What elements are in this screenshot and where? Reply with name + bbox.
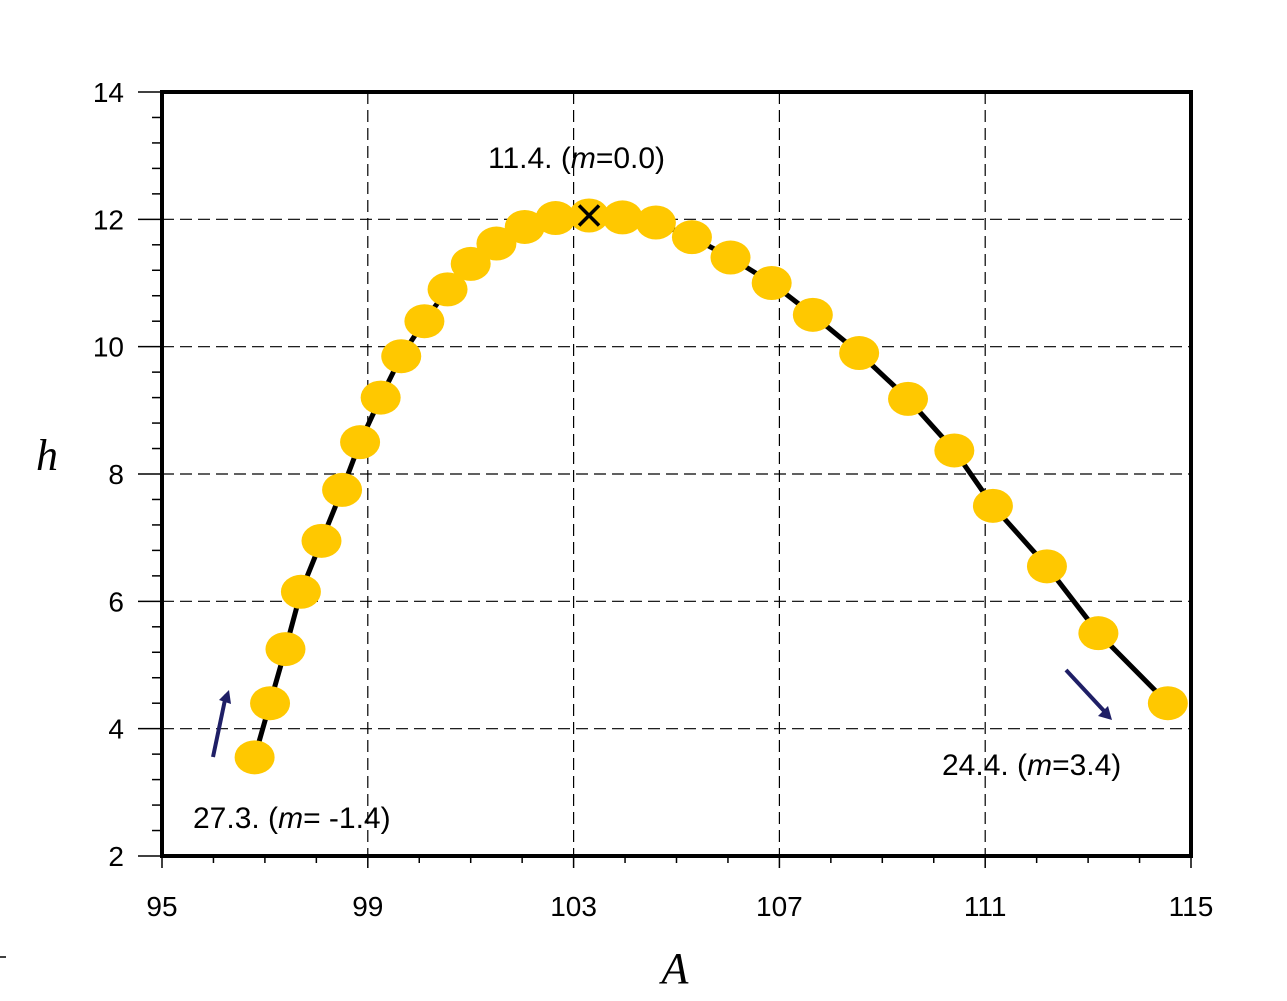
grid-lines [162,92,1191,856]
data-point [504,209,545,244]
arrow-up-left-head [219,690,231,704]
y-tick-label: 4 [108,714,124,745]
data-point [404,304,445,339]
x-tick-labels: 95 99 103 107 111 115 [146,891,1213,922]
data-point [1147,686,1188,721]
data-point [671,220,712,255]
arrow-down-right-head [1098,706,1112,720]
data-point [792,297,833,332]
data-point [265,632,306,667]
series-curve [252,213,1170,758]
data-point [322,472,363,507]
y-tick-label: 12 [93,204,124,235]
data-point [360,380,401,415]
y-tick-label: 14 [93,77,124,108]
y-tick-label: 6 [108,586,124,617]
data-point [280,574,321,609]
data-point [839,336,880,371]
x-tick-label: 99 [352,891,383,922]
series-line [252,213,1170,758]
annotation-right: 24.4. (m=3.4) [942,749,1121,782]
data-point [381,339,422,374]
data-point [535,201,576,236]
data-point [450,246,491,281]
data-point [602,200,643,235]
y-tick-label: 2 [108,841,124,872]
y-tick-label: 10 [93,332,124,363]
data-point [1078,616,1119,651]
arrow-down-right [1064,668,1107,714]
data-point [340,425,381,460]
x-tick-label: 111 [964,891,1007,922]
data-point [635,205,676,240]
x-tick-label: 95 [146,891,177,922]
y-axis-label: h [36,431,58,480]
y-tick-label: 8 [108,459,124,490]
data-point [301,523,342,558]
data-point [1026,549,1067,584]
annotation-left: 27.3. (m= -1.4) [193,802,391,835]
data-point [888,381,929,416]
x-tick-label: 115 [1169,891,1214,922]
data-point [234,740,275,775]
peak-x-marker [577,204,601,227]
plot-frame [160,90,1193,858]
data-point [710,240,751,275]
arrow-up-left [211,694,228,758]
x-axis-label: A [659,944,690,993]
data-point [427,272,468,307]
data-point [972,488,1013,523]
data-point [934,433,975,468]
peak-x-stroke [577,204,601,227]
data-point [250,686,291,721]
data-point [476,226,517,261]
x-tick-label: 107 [756,891,803,922]
x-tick-label: 103 [550,891,597,922]
annotation-peak: 11.4. (m=0.0) [488,142,665,175]
data-points [234,198,1188,775]
data-point [751,266,792,300]
y-tick-labels: 2 4 6 8 10 12 14 [93,77,124,872]
